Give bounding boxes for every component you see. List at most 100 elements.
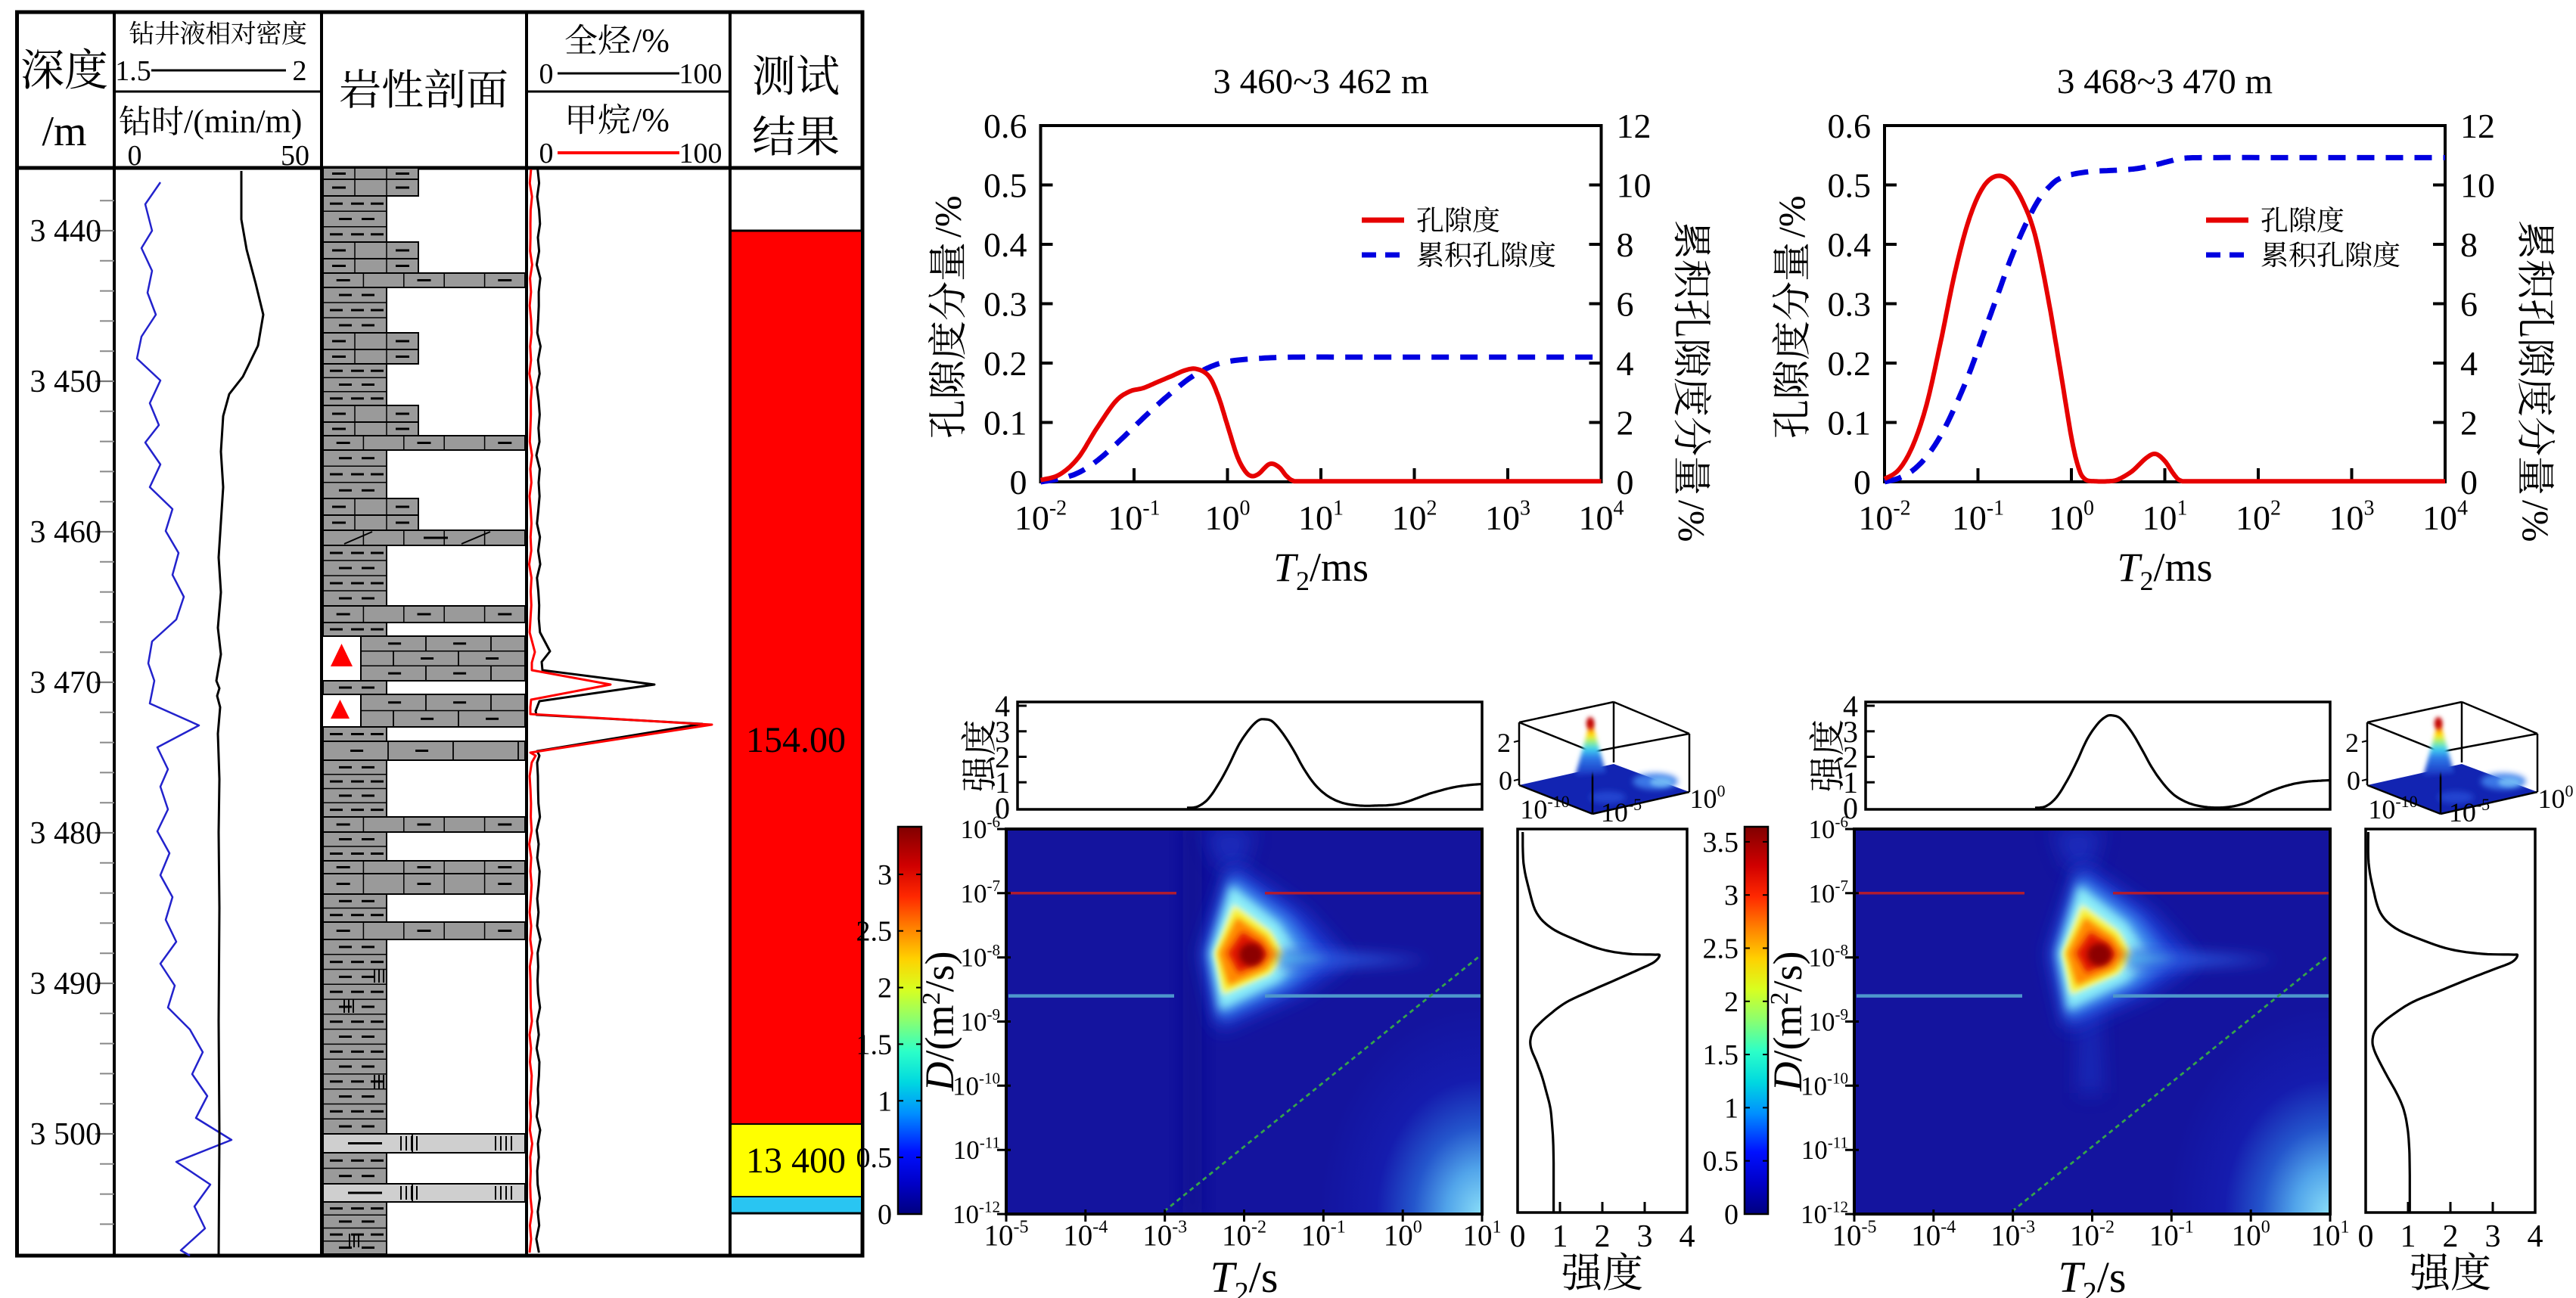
svg-text:3: 3: [878, 859, 892, 891]
svg-text:0: 0: [2347, 765, 2360, 796]
svg-text:3 460~3 462 m: 3 460~3 462 m: [1213, 62, 1428, 101]
svg-text:2: 2: [995, 741, 1010, 775]
svg-text:3: 3: [995, 715, 1010, 749]
svg-text:3 470: 3 470: [30, 666, 102, 700]
svg-text:101: 101: [2143, 497, 2188, 537]
svg-text:1: 1: [995, 765, 1010, 800]
svg-text:T2/s: T2/s: [1210, 1253, 1279, 1298]
svg-text:10-3: 10-3: [1990, 1218, 2035, 1252]
svg-text:0: 0: [2460, 463, 2478, 502]
svg-text:10-10: 10-10: [1520, 792, 1569, 824]
svg-text:1.5: 1.5: [1703, 1039, 1739, 1071]
svg-text:3 500: 3 500: [30, 1117, 102, 1152]
svg-text:8: 8: [2460, 225, 2478, 264]
svg-text:1: 1: [1843, 765, 1858, 800]
svg-text:6: 6: [1617, 285, 1634, 324]
svg-text:8: 8: [1617, 225, 1634, 264]
svg-text:0.6: 0.6: [983, 107, 1027, 145]
svg-text:2: 2: [1617, 404, 1634, 442]
svg-text:0: 0: [539, 138, 554, 169]
svg-text:/m: /m: [42, 108, 86, 155]
svg-text:3: 3: [1724, 880, 1739, 911]
svg-text:/%: /%: [632, 101, 670, 138]
svg-text:3 480: 3 480: [30, 816, 102, 851]
svg-text:10-1: 10-1: [1301, 1218, 1346, 1252]
svg-text:T2/s: T2/s: [2059, 1253, 2127, 1298]
svg-text:0.1: 0.1: [983, 404, 1027, 442]
svg-text:/(min/m): /(min/m): [184, 103, 302, 140]
svg-text:10-5: 10-5: [2449, 795, 2490, 828]
svg-text:2: 2: [1595, 1219, 1611, 1254]
svg-text:2: 2: [1843, 741, 1858, 775]
svg-text:10: 10: [1617, 166, 1652, 205]
svg-text:1: 1: [2400, 1219, 2416, 1254]
svg-text:4: 4: [2528, 1219, 2543, 1254]
svg-text:2.5: 2.5: [856, 916, 893, 948]
svg-text:/%: /%: [2515, 500, 2557, 542]
svg-text:1.5: 1.5: [115, 55, 151, 87]
svg-text:2: 2: [2443, 1219, 2459, 1254]
svg-text:2: 2: [293, 55, 307, 87]
svg-text:0: 0: [1854, 463, 1871, 502]
svg-text:0.4: 0.4: [1828, 225, 1872, 264]
svg-text:3: 3: [2485, 1219, 2501, 1254]
svg-text:12: 12: [1617, 107, 1652, 145]
svg-text:D/(m2/s): D/(m2/s): [1765, 952, 1810, 1092]
svg-text:/%: /%: [1671, 500, 1714, 542]
svg-text:0: 0: [995, 791, 1010, 825]
svg-text:/%: /%: [927, 195, 969, 238]
svg-text:0: 0: [1724, 1199, 1739, 1231]
svg-text:0.2: 0.2: [983, 344, 1027, 383]
svg-text:0.5: 0.5: [856, 1142, 893, 1174]
svg-text:/%: /%: [632, 22, 670, 59]
svg-text:0: 0: [1499, 765, 1512, 796]
svg-text:0: 0: [1010, 463, 1027, 502]
svg-text:0.5: 0.5: [1703, 1146, 1739, 1178]
svg-text:100: 100: [679, 138, 722, 169]
svg-text:2: 2: [2460, 404, 2478, 442]
svg-text:2.5: 2.5: [1703, 933, 1739, 965]
svg-text:0: 0: [1510, 1219, 1526, 1254]
svg-text:4: 4: [1680, 1219, 1695, 1254]
svg-text:4: 4: [1617, 344, 1634, 383]
svg-text:4: 4: [2460, 344, 2478, 383]
svg-text:3: 3: [1843, 715, 1858, 749]
svg-text:0.5: 0.5: [983, 166, 1027, 205]
svg-text:10-12: 10-12: [952, 1197, 1000, 1229]
svg-text:0: 0: [878, 1199, 892, 1231]
svg-text:10-1: 10-1: [1952, 497, 2004, 537]
svg-text:3 468~3 470 m: 3 468~3 470 m: [2057, 62, 2273, 101]
svg-text:50: 50: [281, 140, 309, 172]
svg-text:0: 0: [1843, 791, 1858, 825]
svg-text:4: 4: [1843, 689, 1858, 723]
svg-text:10: 10: [2460, 166, 2495, 205]
svg-text:6: 6: [2460, 285, 2478, 324]
svg-text:0.6: 0.6: [1828, 107, 1872, 145]
svg-text:T2/ms: T2/ms: [1273, 545, 1369, 596]
svg-text:13 400: 13 400: [746, 1141, 846, 1181]
svg-text:3: 3: [1637, 1219, 1653, 1254]
svg-text:2: 2: [878, 973, 892, 1005]
svg-text:0: 0: [128, 140, 142, 172]
svg-text:3 440: 3 440: [30, 214, 102, 249]
svg-text:3 450: 3 450: [30, 365, 102, 399]
svg-text:2: 2: [2345, 728, 2359, 758]
svg-text:D/(m2/s): D/(m2/s): [917, 952, 962, 1092]
svg-text:3 490: 3 490: [30, 967, 102, 1001]
svg-text:2: 2: [1497, 728, 1511, 758]
svg-text:0: 0: [2358, 1219, 2374, 1254]
svg-text:0.1: 0.1: [1828, 404, 1872, 442]
svg-text:0.3: 0.3: [1828, 285, 1872, 324]
svg-text:0.4: 0.4: [983, 225, 1027, 264]
svg-text:1: 1: [878, 1085, 892, 1117]
svg-text:100: 100: [679, 58, 722, 90]
svg-text:4: 4: [995, 689, 1010, 723]
svg-text:0.2: 0.2: [1828, 344, 1872, 383]
svg-text:1: 1: [1552, 1219, 1568, 1254]
svg-text:3 460: 3 460: [30, 515, 102, 550]
svg-text:T2/ms: T2/ms: [2117, 545, 2212, 596]
svg-text:0: 0: [1617, 463, 1634, 502]
svg-text:/%: /%: [1770, 195, 1813, 238]
svg-text:1.5: 1.5: [856, 1029, 893, 1060]
svg-text:12: 12: [2460, 107, 2495, 145]
